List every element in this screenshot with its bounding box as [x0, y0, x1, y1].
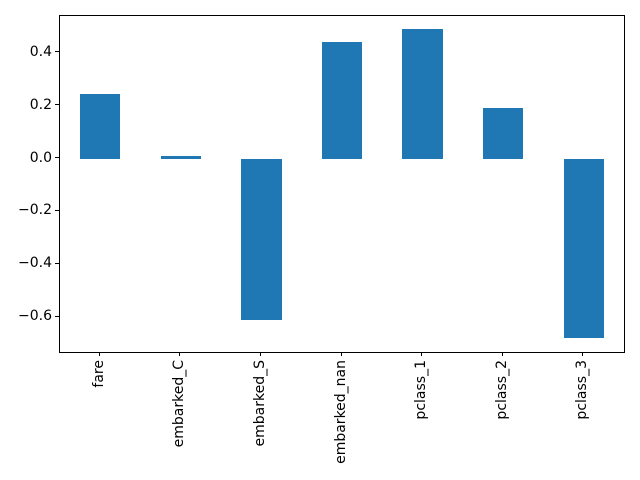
bar-embarked_S — [241, 158, 282, 320]
bar-pclass_2 — [483, 108, 524, 159]
y-tick-mark — [55, 315, 59, 317]
x-tick-label-embarked_S: embarked_S — [251, 360, 268, 447]
bar-embarked_C — [160, 156, 201, 159]
x-tick-mark — [340, 352, 342, 356]
x-tick-label-pclass_1: pclass_1 — [413, 360, 430, 420]
x-tick-mark — [98, 352, 100, 356]
x-tick-mark — [259, 352, 261, 356]
y-tick-mark — [55, 104, 59, 106]
y-tick-mark — [55, 51, 59, 53]
x-tick-mark — [179, 352, 181, 356]
bar-pclass_1 — [402, 29, 443, 159]
y-tick-label: 0.0 — [29, 149, 52, 166]
bar-pclass_3 — [563, 158, 604, 339]
x-tick-label-embarked_nan: embarked_nan — [332, 360, 349, 464]
x-tick-label-pclass_2: pclass_2 — [493, 360, 510, 420]
x-tick-label-pclass_3: pclass_3 — [574, 360, 591, 420]
x-tick-mark — [582, 352, 584, 356]
plot-area — [59, 15, 625, 353]
x-tick-label-embarked_C: embarked_C — [171, 360, 188, 448]
y-tick-label: 0.4 — [29, 43, 52, 60]
y-tick-label: −0.6 — [18, 308, 52, 325]
y-tick-label: −0.4 — [18, 255, 52, 272]
y-tick-mark — [55, 209, 59, 211]
x-tick-mark — [421, 352, 423, 356]
bar-fare — [80, 93, 121, 159]
y-tick-label: −0.2 — [18, 202, 52, 219]
x-tick-label-fare: fare — [90, 360, 107, 388]
y-tick-label: 0.2 — [29, 96, 52, 113]
x-tick-mark — [501, 352, 503, 356]
y-tick-mark — [55, 157, 59, 159]
y-tick-mark — [55, 262, 59, 264]
bar-embarked_nan — [321, 42, 363, 159]
